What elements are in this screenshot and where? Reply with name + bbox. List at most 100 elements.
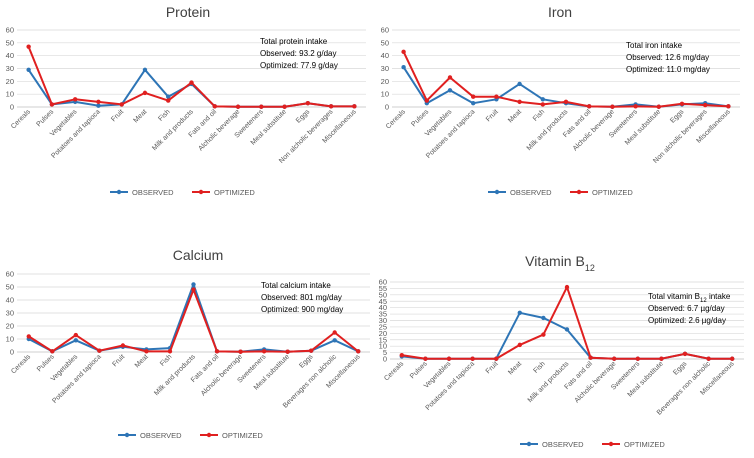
data-point-optimized [238,349,243,354]
annotation-line: Total protein intake [260,37,328,46]
data-point-optimized [167,349,173,354]
data-point-optimized [612,356,617,361]
y-tick-label: 10 [381,90,389,99]
data-point-observed [96,103,101,108]
data-point-optimized [26,44,31,49]
x-category-label: Fish [533,360,547,374]
data-point-optimized [517,342,522,348]
chart-panel-3: Vitamin B12051015202530354045505560Cerea… [379,253,744,449]
x-category-label: Alcholic beverage [200,353,244,397]
x-category-label: Alcholic beverage [574,360,618,404]
data-point-observed [447,88,453,93]
data-point-optimized [588,355,593,360]
y-tick-label: 40 [6,296,14,305]
x-category-label: Fish [159,353,173,367]
data-point-optimized [656,104,661,109]
x-category-label: Eggs [295,108,312,125]
y-tick-label: 0 [10,348,14,357]
data-point-optimized [49,102,55,107]
data-point-optimized [26,334,31,339]
y-tick-label: 20 [379,329,387,338]
annotation-line: Total vitamin B12 intake [648,292,731,304]
data-point-optimized [282,104,287,109]
x-category-label: Fish [532,108,546,122]
x-category-label: Fruit [485,360,500,375]
y-tick-label: 35 [379,310,387,319]
y-tick-label: 60 [6,270,14,279]
data-point-optimized [563,99,569,105]
data-point-optimized [399,352,404,358]
legend-label-optimized: OPTIMIZED [214,188,255,197]
y-tick-label: 50 [6,38,14,47]
chart-title: Protein [166,4,210,20]
x-category-label: Potatoes and tapioca [51,353,103,405]
data-point-observed [73,338,79,343]
x-category-label: Fruit [485,108,500,123]
data-point-optimized [191,287,196,292]
data-point-optimized [540,102,545,107]
y-tick-label: 50 [6,283,14,292]
legend-label-observed: OBSERVED [510,188,552,197]
y-tick-label: 0 [383,355,387,364]
y-tick-label: 30 [6,309,14,318]
data-point-optimized [332,330,337,335]
x-category-label: Alcholic beverage [197,108,241,152]
chart-title-main: Protein [166,4,210,20]
x-category-label: Pulses [410,108,430,128]
data-point-optimized [494,356,499,361]
data-point-optimized [587,104,592,109]
legend-marker-observed [494,189,500,195]
data-point-optimized [424,98,429,103]
data-point-observed [142,67,148,72]
x-category-label: Milk and products [151,108,195,152]
legend-label-optimized: OPTIMIZED [624,440,665,449]
series-line-observed [27,68,355,108]
y-tick-label: 60 [379,278,387,287]
data-point-optimized [610,104,615,109]
data-point-optimized [423,356,428,361]
data-point-optimized [446,356,452,361]
data-point-optimized [517,99,522,105]
data-point-optimized [214,349,220,354]
data-point-observed [191,282,196,287]
data-point-optimized [703,102,708,108]
data-point-observed [540,97,545,102]
annotation-line: Total calcium intake [261,281,331,290]
legend-marker-observed [124,432,130,438]
annotation-line: Observed: 93.2 g/day [260,49,337,58]
x-category-label: Eggs [669,108,686,125]
x-category-label: Pulses [409,360,429,380]
x-category-label: Alcholic beverage [572,108,616,152]
legend-label-optimized: OPTIMIZED [592,188,633,197]
data-point-observed [517,81,522,87]
chart-title-main: Iron [548,4,572,20]
data-point-optimized [726,104,731,109]
data-point-observed [517,310,522,315]
data-point-optimized [328,104,334,109]
data-point-optimized [541,332,546,337]
data-point-optimized [166,98,171,103]
annotation-line: Total iron intake [626,41,683,50]
legend-marker-optimized [576,189,582,195]
x-category-label: Milk and products [527,360,571,404]
data-point-optimized [285,349,290,354]
y-tick-label: 55 [379,284,387,293]
data-point-optimized [235,104,241,109]
data-point-optimized [679,101,685,106]
data-point-optimized [189,80,194,85]
x-category-label: Meat [134,353,150,369]
data-point-optimized [308,348,314,353]
y-tick-label: 60 [6,26,14,35]
x-category-label: Pulses [36,353,56,373]
y-tick-label: 10 [379,342,387,351]
chart-title: Iron [548,4,572,20]
y-tick-label: 60 [381,26,389,35]
x-category-label: Fruit [111,353,126,368]
annotation-line: Optimized: 11.0 mg/day [626,65,710,74]
chart-title-main: Calcium [173,247,224,263]
data-point-optimized [494,94,499,99]
chart-title: Vitamin B12 [525,253,595,273]
